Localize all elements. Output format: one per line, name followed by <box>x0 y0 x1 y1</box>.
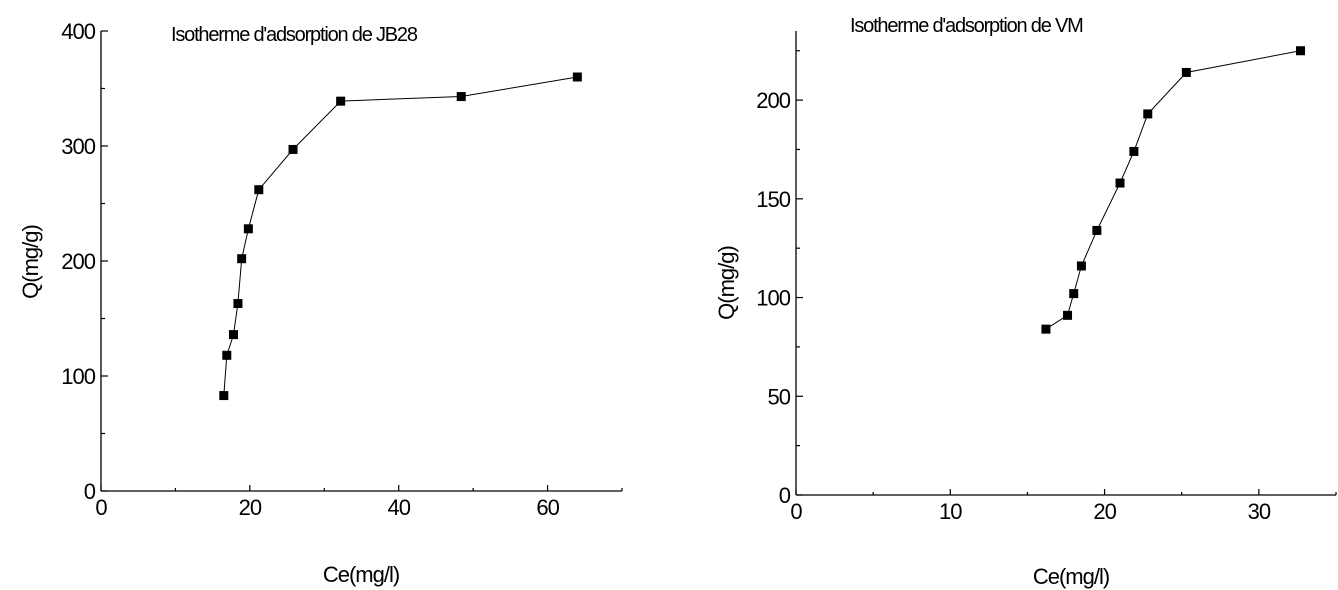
data-point <box>336 96 346 106</box>
y-tick-label: 100 <box>756 286 790 311</box>
y-tick-label: 300 <box>61 134 95 159</box>
y-tick-label: 0 <box>779 483 791 508</box>
x-tick-label: 60 <box>536 495 559 520</box>
x-axis-title: Ce(mg/l) <box>1033 564 1109 589</box>
data-point <box>233 299 243 309</box>
data-point <box>1092 225 1102 235</box>
data-point <box>1296 46 1306 56</box>
data-point <box>572 72 582 82</box>
data-point <box>288 144 298 154</box>
y-tick-label: 400 <box>61 19 95 44</box>
x-tick-label: 10 <box>939 499 962 524</box>
data-point <box>254 185 264 195</box>
chart-title: Isotherme d'adsorption de VM <box>850 15 1083 37</box>
y-tick-label: 50 <box>768 384 791 409</box>
data-point <box>1069 289 1079 299</box>
x-tick-label: 40 <box>387 495 410 520</box>
y-axis-title: Q(mg/g) <box>18 225 43 299</box>
x-axis-title: Ce(mg/l) <box>323 562 399 587</box>
data-point <box>237 254 247 264</box>
y-tick-label: 200 <box>61 249 95 274</box>
data-point <box>228 330 238 340</box>
y-axis-title: Q(mg/g) <box>714 246 739 320</box>
data-point <box>1076 261 1086 271</box>
chart-jb28: Isotherme d'adsorption de JB28 Ce(mg/l) … <box>18 19 623 587</box>
y-tick-label: 200 <box>756 88 790 113</box>
data-point <box>1129 146 1139 156</box>
series-line <box>1045 50 1301 330</box>
data-point <box>219 391 229 401</box>
chart-vm: Isotherme d'adsorption de VM Ce(mg/l) Q(… <box>714 15 1337 589</box>
data-point <box>456 92 466 102</box>
y-tick-label: 0 <box>84 479 96 504</box>
series-line <box>223 76 578 396</box>
data-point <box>222 350 232 360</box>
data-point <box>243 224 253 234</box>
x-tick-label: 30 <box>1248 499 1271 524</box>
data-point <box>1143 109 1153 119</box>
y-tick-label: 100 <box>61 364 95 389</box>
data-point <box>1181 67 1191 77</box>
x-tick-label: 20 <box>239 495 262 520</box>
x-tick-label: 20 <box>1093 499 1116 524</box>
chart-title: Isotherme d'adsorption de JB28 <box>171 24 418 46</box>
data-point <box>1115 178 1125 188</box>
x-tick-label: 0 <box>790 499 802 524</box>
y-tick-label: 150 <box>756 187 790 212</box>
data-point <box>1041 324 1051 334</box>
data-point <box>1063 310 1073 320</box>
x-tick-label: 0 <box>95 495 107 520</box>
